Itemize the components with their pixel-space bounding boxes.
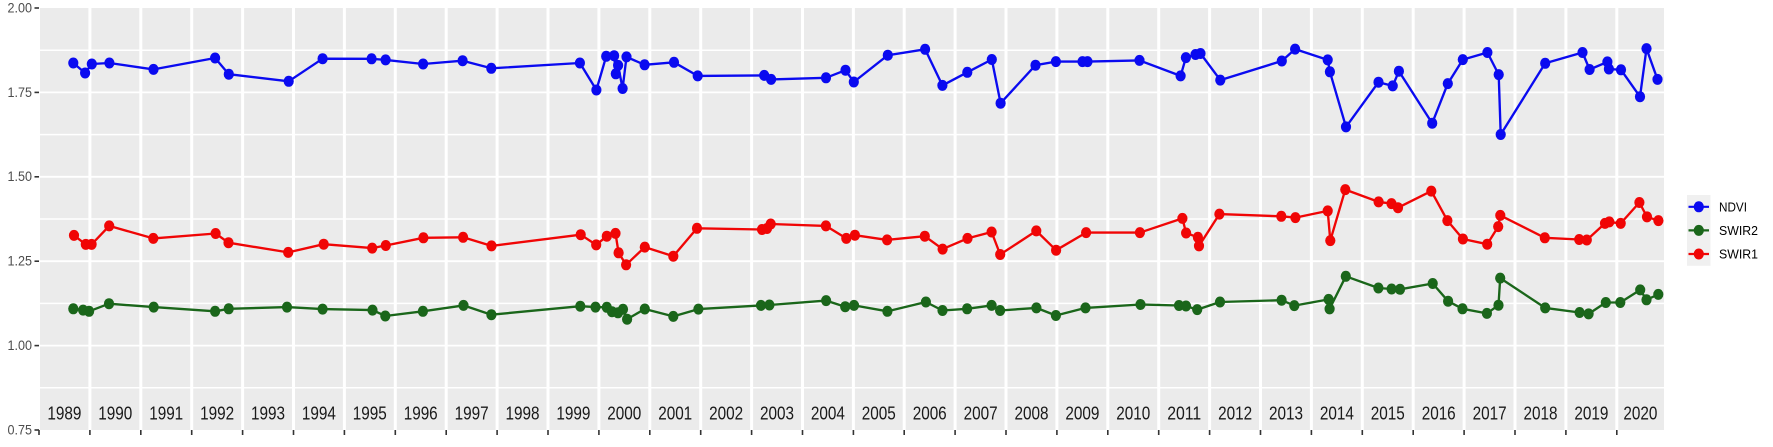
svg-text:2017: 2017 (1473, 404, 1507, 424)
svg-text:1.50: 1.50 (8, 169, 33, 184)
svg-text:2008: 2008 (1015, 404, 1049, 424)
svg-text:1.75: 1.75 (8, 85, 33, 100)
svg-text:2004: 2004 (811, 404, 845, 424)
svg-text:2001: 2001 (658, 404, 692, 424)
svg-text:0.75: 0.75 (8, 422, 33, 437)
svg-text:2014: 2014 (1320, 404, 1354, 424)
svg-text:1.25: 1.25 (8, 254, 33, 269)
svg-text:2020: 2020 (1623, 404, 1657, 424)
svg-text:2012: 2012 (1218, 404, 1252, 424)
svg-text:1998: 1998 (506, 404, 540, 424)
svg-text:1989: 1989 (47, 404, 81, 424)
svg-text:2010: 2010 (1116, 404, 1150, 424)
svg-text:1.00: 1.00 (8, 338, 33, 353)
svg-text:2005: 2005 (862, 404, 896, 424)
svg-text:2018: 2018 (1524, 404, 1558, 424)
svg-text:1993: 1993 (251, 404, 285, 424)
svg-text:2006: 2006 (913, 404, 947, 424)
svg-text:2009: 2009 (1065, 404, 1099, 424)
svg-text:1994: 1994 (302, 404, 336, 424)
svg-text:2003: 2003 (760, 404, 794, 424)
svg-text:2007: 2007 (964, 404, 998, 424)
svg-text:NDVI: NDVI (1719, 199, 1747, 214)
svg-text:1996: 1996 (404, 404, 438, 424)
svg-text:1997: 1997 (455, 404, 489, 424)
svg-text:1992: 1992 (200, 404, 234, 424)
svg-text:1999: 1999 (556, 404, 590, 424)
svg-text:2002: 2002 (709, 404, 743, 424)
svg-text:1995: 1995 (353, 404, 387, 424)
svg-text:2019: 2019 (1574, 404, 1608, 424)
svg-text:1990: 1990 (98, 404, 132, 424)
svg-text:1991: 1991 (149, 404, 183, 424)
svg-text:2.00: 2.00 (8, 0, 33, 15)
svg-text:2013: 2013 (1269, 404, 1303, 424)
svg-text:2000: 2000 (607, 404, 641, 424)
svg-text:2011: 2011 (1167, 404, 1201, 424)
svg-text:SWIR1: SWIR1 (1719, 247, 1758, 262)
svg-text:2015: 2015 (1371, 404, 1405, 424)
svg-text:SWIR2: SWIR2 (1719, 223, 1758, 238)
svg-text:2016: 2016 (1422, 404, 1456, 424)
